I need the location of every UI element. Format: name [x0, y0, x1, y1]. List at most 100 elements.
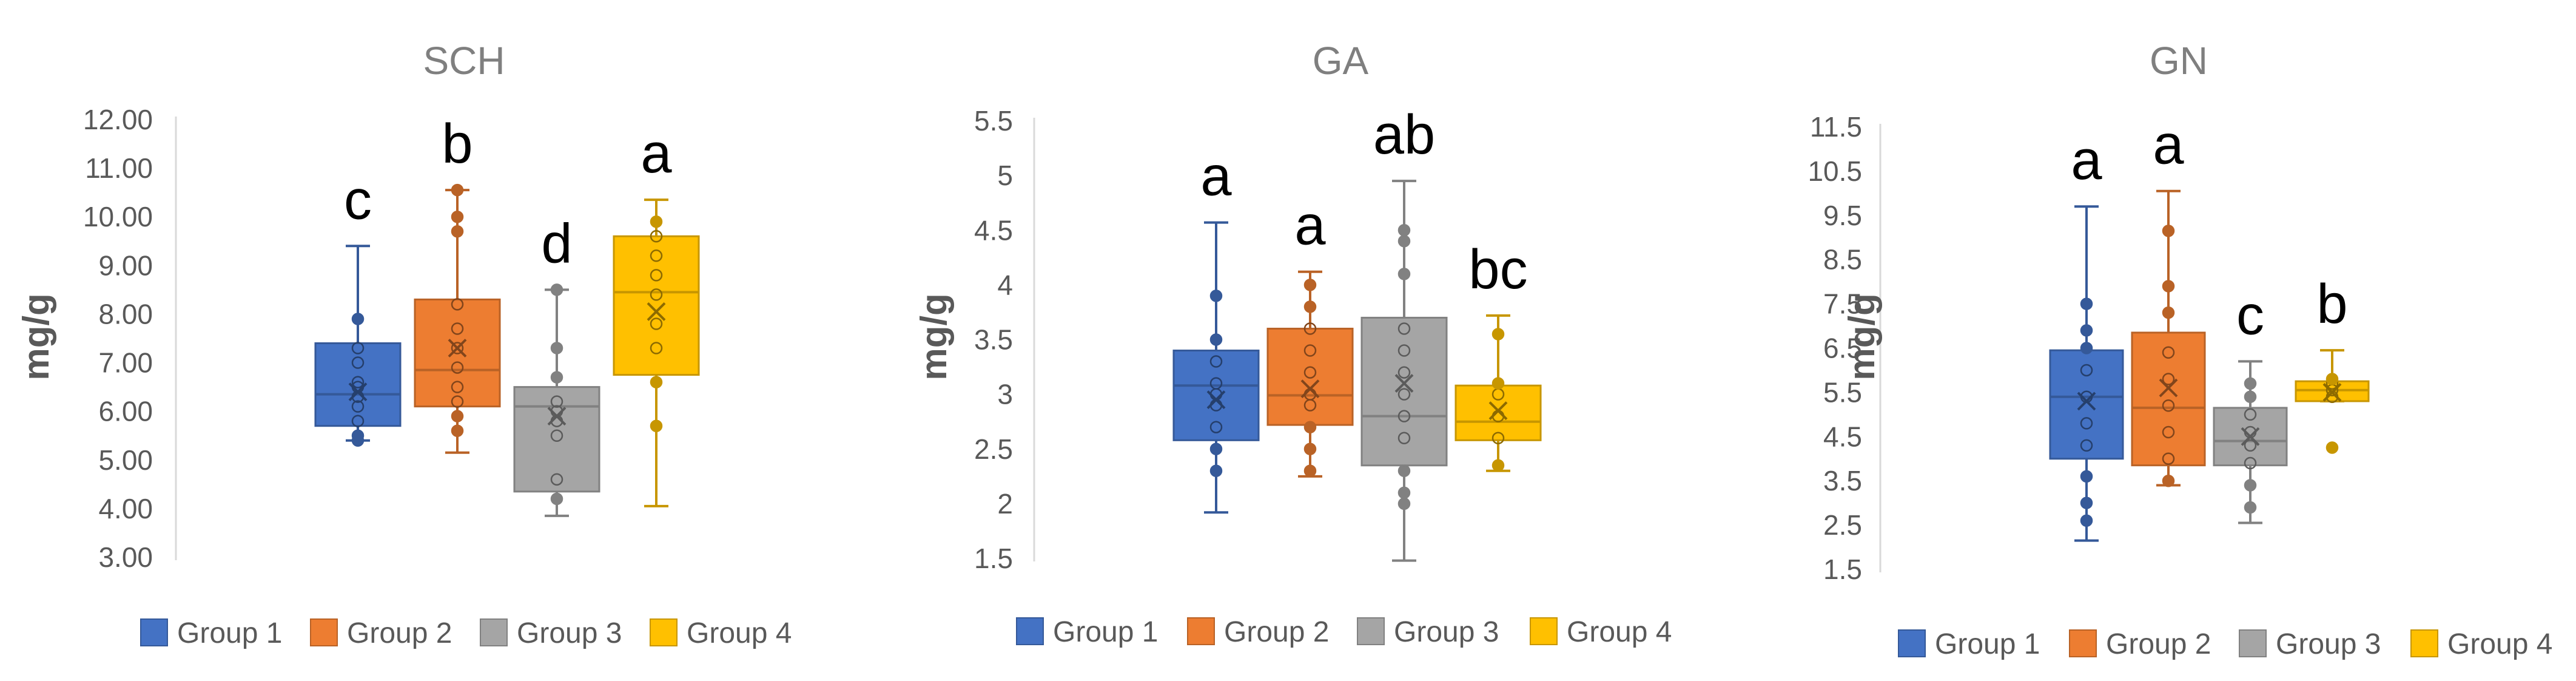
- mean-marker: [2322, 382, 2342, 402]
- data-point: [1303, 366, 1317, 379]
- legend-label: Group 4: [1567, 616, 1672, 648]
- data-point: [1491, 459, 1505, 472]
- significance-letter: a: [2071, 129, 2102, 191]
- data-point: [451, 225, 464, 238]
- y-tick-label: 8.5: [1823, 244, 1862, 276]
- data-point: [2080, 297, 2093, 310]
- box-group-3: c: [2213, 284, 2288, 524]
- data-point: [2162, 306, 2175, 319]
- data-point: [650, 317, 663, 330]
- data-point: [550, 429, 563, 442]
- data-point: [650, 376, 663, 388]
- data-point: [451, 322, 464, 335]
- box-iqr: [1360, 316, 1448, 467]
- significance-letter: d: [541, 212, 572, 274]
- data-point: [1397, 344, 1411, 357]
- data-point: [550, 473, 563, 486]
- data-point: [451, 395, 464, 408]
- mean-marker: [348, 382, 368, 402]
- legend-label: Group 1: [1935, 628, 2040, 660]
- legend: Group 1 Group 2 Group 3 Group 4: [1898, 628, 2552, 660]
- legend-swatch: [1530, 617, 1558, 645]
- data-point: [1303, 279, 1317, 291]
- data-point: [650, 288, 663, 301]
- box-iqr: [613, 235, 700, 376]
- data-point: [2244, 390, 2257, 403]
- data-point: [2080, 342, 2093, 354]
- data-point: [451, 210, 464, 223]
- legend-swatch: [480, 618, 508, 646]
- data-point: [550, 395, 563, 408]
- data-point: [550, 283, 563, 296]
- legend-swatch: [1187, 617, 1215, 645]
- data-point: [550, 492, 563, 506]
- data-point: [650, 419, 663, 432]
- data-point: [1303, 442, 1317, 455]
- box-group-2: a: [2131, 114, 2206, 487]
- y-tick-label: 6.00: [98, 396, 153, 427]
- y-tick-label: 1.5: [1823, 554, 1862, 585]
- legend-swatch: [310, 618, 338, 646]
- data-point: [650, 342, 663, 354]
- data-point: [650, 269, 663, 282]
- y-tick-label: 5.5: [974, 105, 1013, 137]
- y-tick-label: 4: [997, 269, 1013, 300]
- mean-marker: [448, 339, 467, 357]
- data-point: [2080, 439, 2093, 452]
- data-point: [1491, 377, 1505, 390]
- mean-marker: [647, 302, 666, 321]
- box-group-1: a: [2049, 129, 2124, 542]
- data-point: [2162, 452, 2175, 465]
- significance-letter: b: [2316, 273, 2347, 335]
- chart-title: SCH: [423, 39, 505, 83]
- mean-marker: [1394, 374, 1414, 393]
- data-point: [1209, 442, 1223, 455]
- data-point: [351, 342, 365, 354]
- significance-letter: c: [2236, 284, 2264, 346]
- data-point: [1397, 235, 1411, 248]
- data-point: [351, 313, 365, 325]
- box-group-4: bc: [1454, 239, 1542, 472]
- box-iqr: [1266, 327, 1354, 426]
- legend: Group 1 Group 2 Group 3 Group 4: [1016, 616, 1672, 648]
- data-point: [1397, 410, 1411, 422]
- significance-letter: ab: [1373, 104, 1435, 166]
- data-point: [2325, 373, 2339, 385]
- y-tick-label: 4.5: [974, 214, 1013, 246]
- y-tick-label: 4.5: [1823, 421, 1862, 452]
- significance-letter: a: [641, 123, 672, 185]
- data-point: [1397, 268, 1411, 280]
- mean-marker: [2241, 427, 2260, 446]
- data-point: [451, 298, 464, 311]
- data-point: [451, 381, 464, 393]
- y-tick-label: 2.5: [974, 433, 1013, 465]
- y-tick-label: 1.5: [974, 543, 1013, 574]
- data-point: [451, 410, 464, 422]
- box-group-3: ab: [1360, 104, 1448, 562]
- box-group-4: b: [2295, 273, 2370, 454]
- legend-swatch: [1016, 617, 1044, 645]
- data-point: [1209, 355, 1223, 368]
- data-point: [451, 342, 464, 354]
- box-iqr: [1172, 350, 1260, 441]
- y-tick-label: 12.00: [83, 104, 153, 135]
- legend-label: Group 4: [687, 617, 792, 649]
- data-point: [1397, 486, 1411, 500]
- mean-marker: [2159, 378, 2178, 398]
- box-group-4: a: [613, 123, 700, 507]
- box-iqr: [314, 342, 402, 427]
- mean-marker: [2077, 391, 2096, 411]
- data-point: [2080, 514, 2093, 527]
- data-point: [451, 361, 464, 374]
- legend-label: Group 2: [2106, 628, 2211, 660]
- y-tick-label: 5.5: [1823, 376, 1862, 408]
- y-tick-label: 5: [997, 160, 1013, 191]
- data-point: [1397, 464, 1411, 478]
- data-point: [2325, 441, 2339, 454]
- data-point: [2162, 373, 2175, 385]
- legend-label: Group 2: [1224, 616, 1329, 648]
- data-point: [2244, 408, 2257, 421]
- data-point: [650, 249, 663, 262]
- significance-letter: a: [1294, 195, 1326, 257]
